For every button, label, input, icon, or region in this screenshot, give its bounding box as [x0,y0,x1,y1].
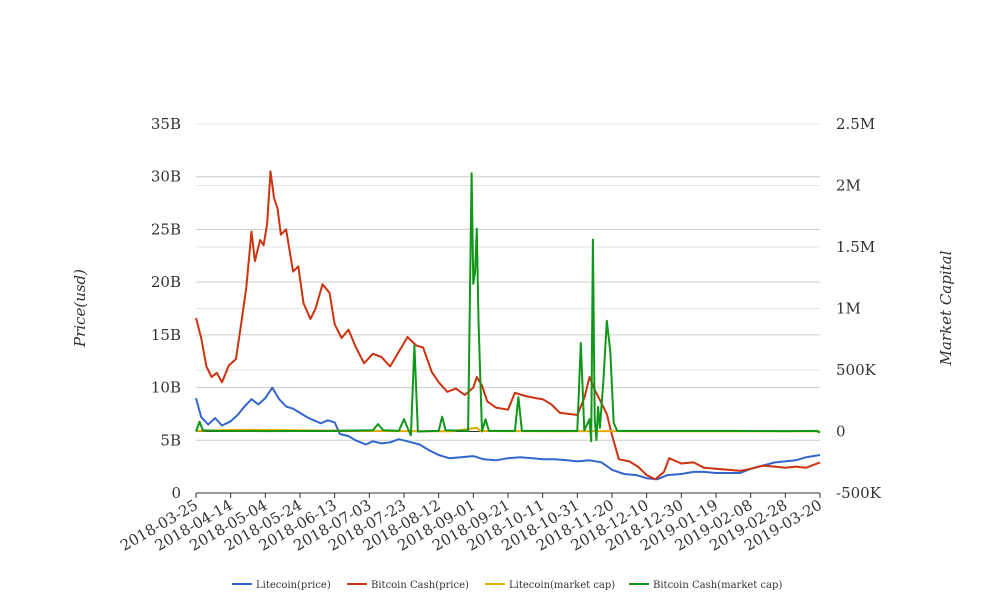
legend-label: Bitcoin Cash(market cap) [653,580,782,591]
left-tick-label: 20B [151,273,181,291]
series-line-litecoin-price [195,386,821,481]
right-tick-label: 1.5M [836,238,875,256]
legend-label: Litecoin(price) [256,580,331,591]
series-lines [195,170,821,481]
left-tick-label: 0 [171,484,181,502]
right-tick-label: 2.5M [836,115,875,133]
legend-label: Bitcoin Cash(price) [371,580,469,591]
left-tick-label: 25B [151,220,181,238]
left-tick-label: 15B [151,326,181,344]
right-y-axis: -500K 0 500K 1M 1.5M 2M 2.5M [836,115,882,502]
x-axis: 2018-03-252018-04-142018-05-042018-05-24… [117,493,825,555]
right-tick-label: 0 [836,423,846,441]
left-tick-label: 30B [151,168,181,186]
left-y-axis: 0 5B 10B 15B 20B 25B 30B 35B [151,115,181,502]
right-tick-label: -500K [836,484,882,502]
left-tick-label: 35B [151,115,181,133]
legend: Litecoin(price) Bitcoin Cash(price) Liteco… [232,580,782,591]
right-tick-label: 2M [836,177,861,195]
left-tick-label: 5B [160,431,181,449]
left-tick-label: 10B [151,379,181,397]
right-axis-title: Market Capital [937,250,955,366]
series-line-bitcoin-cash-price [195,170,821,481]
legend-label: Litecoin(market cap) [509,580,615,591]
left-axis-title: Price(usd) [71,269,89,348]
right-tick-label: 1M [836,300,861,318]
series-line-bitcoin-cash-market-cap [195,172,821,443]
right-tick-label: 500K [836,361,877,379]
grid-lines [196,123,820,494]
